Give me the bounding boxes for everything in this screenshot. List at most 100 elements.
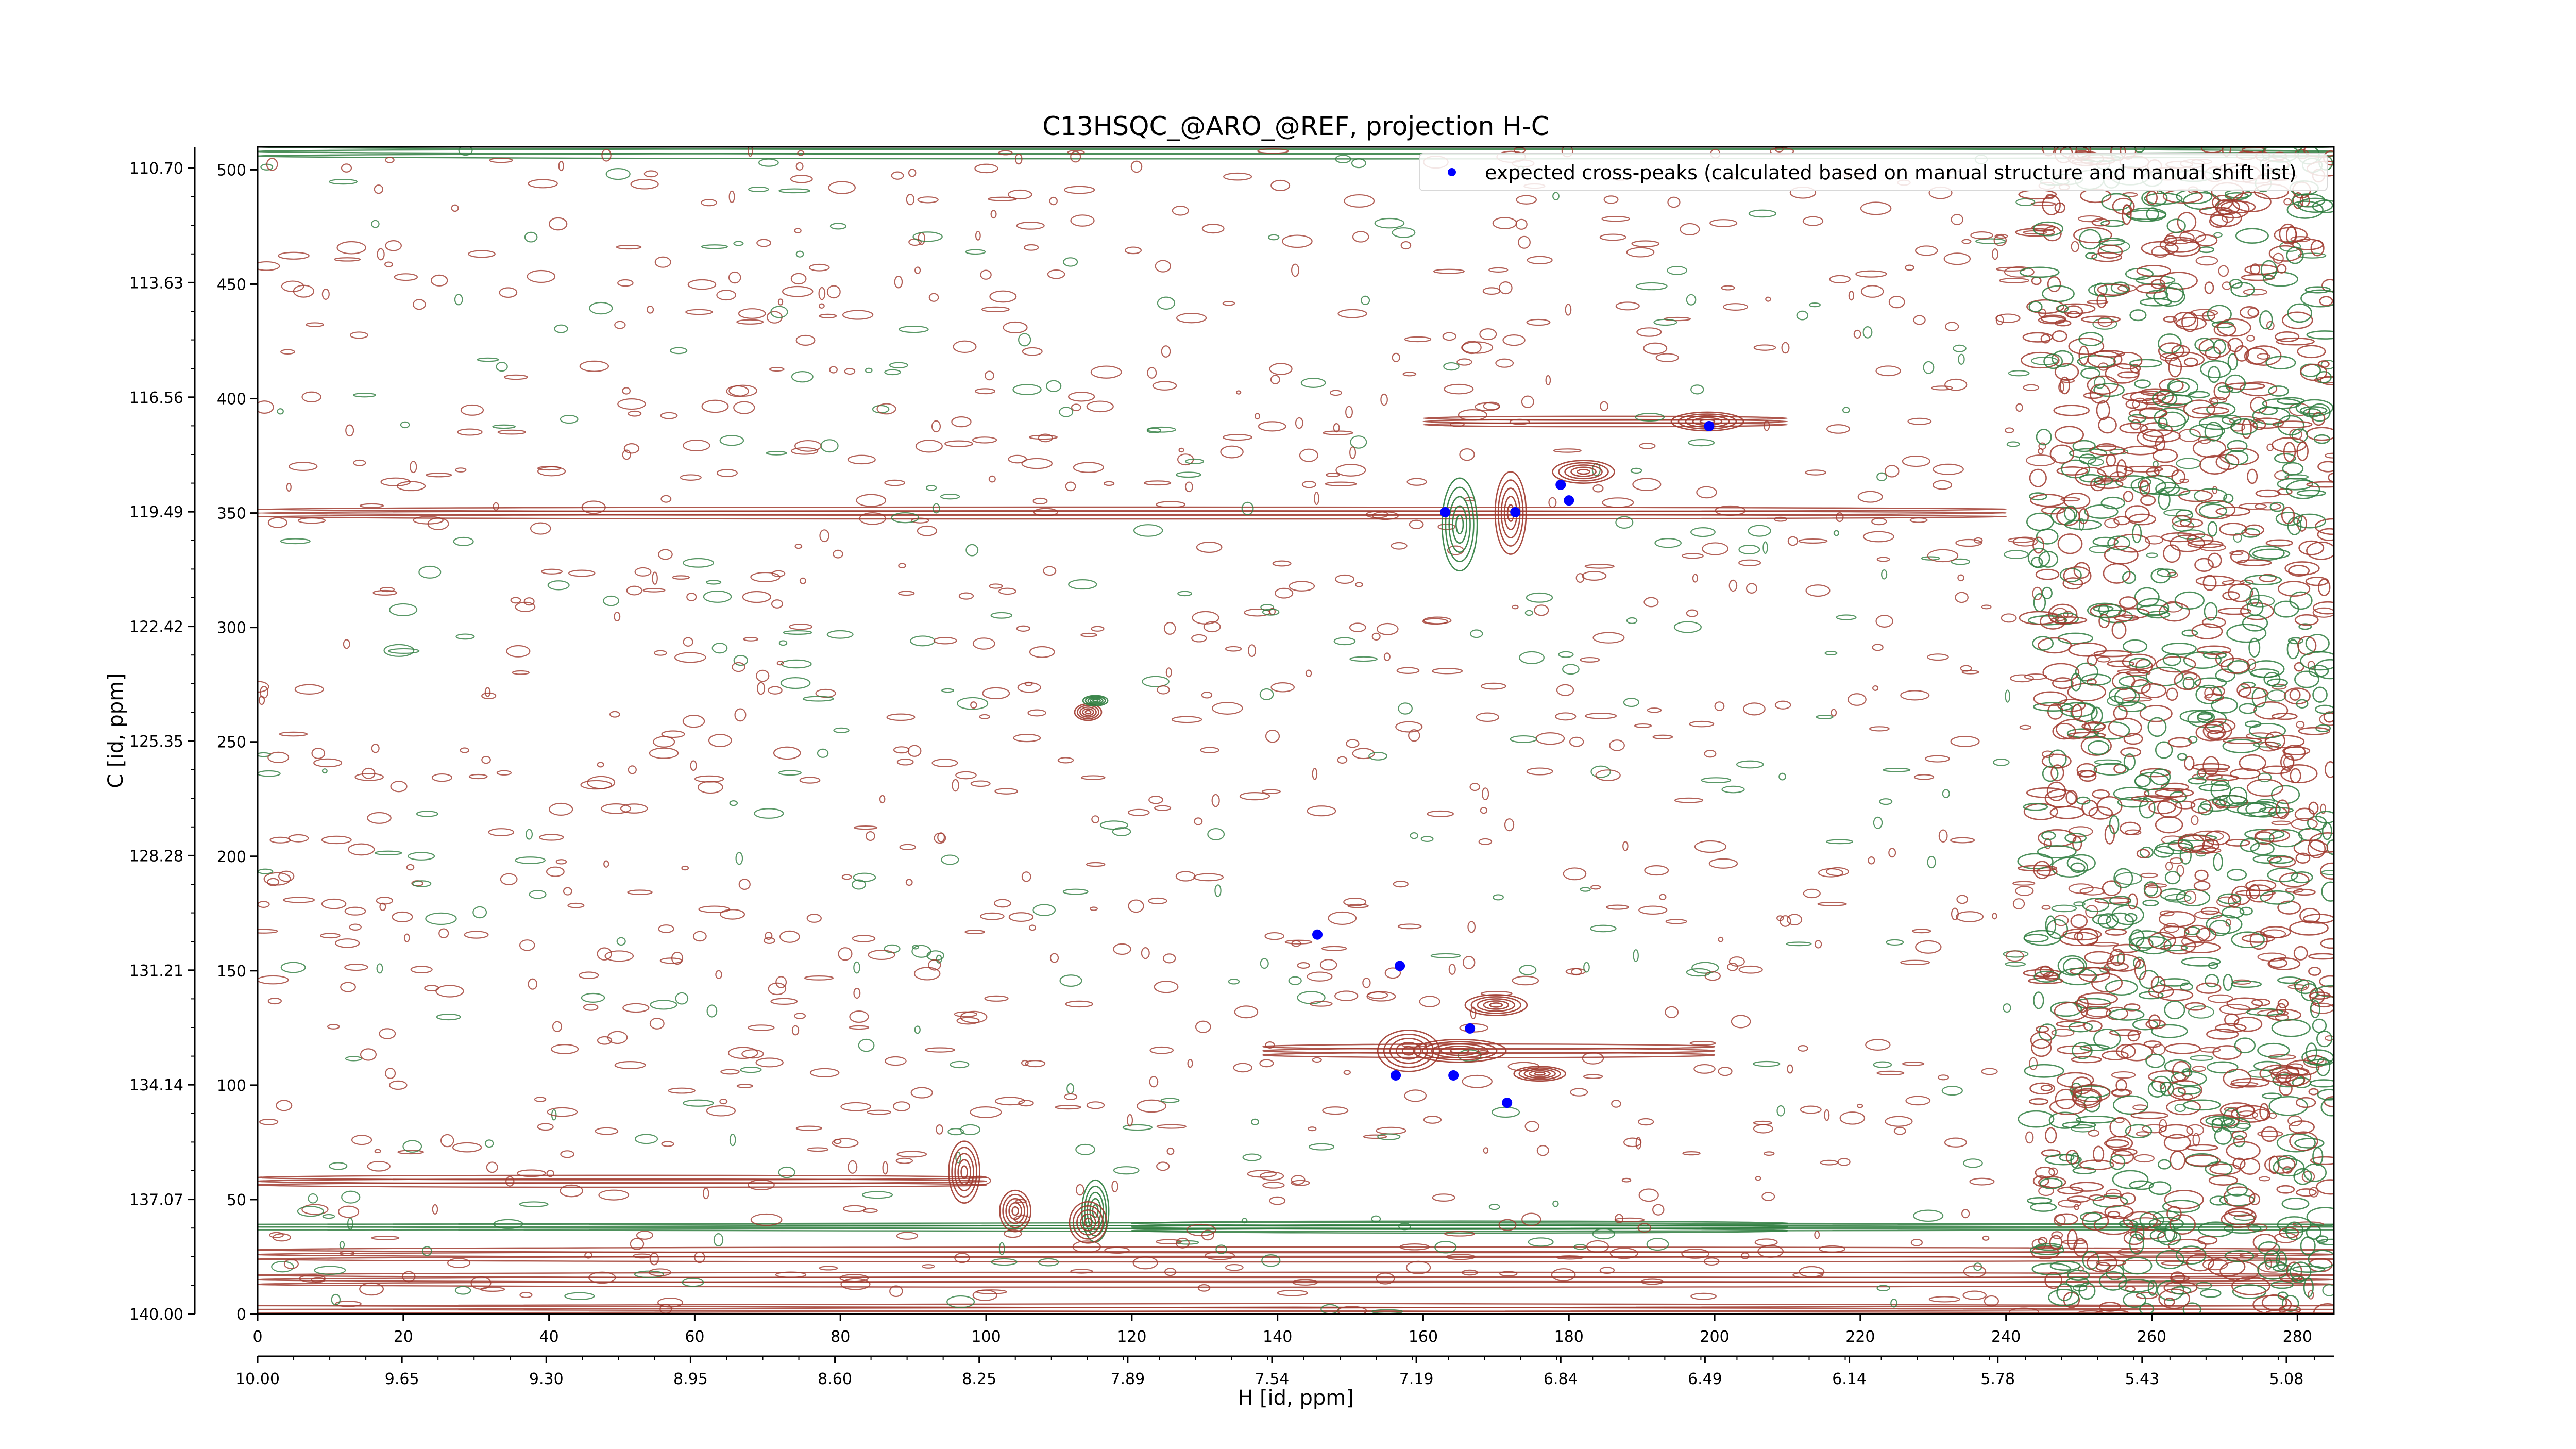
noise-contour xyxy=(1258,421,1286,432)
noise-contour xyxy=(1704,750,1717,758)
solvent-contour xyxy=(2125,1124,2153,1139)
noise-contour xyxy=(2004,550,2029,559)
solvent-contour xyxy=(2148,1217,2184,1231)
solvent-contour xyxy=(2228,1208,2253,1217)
noise-contour xyxy=(1623,698,1639,707)
noise-contour xyxy=(914,266,921,274)
noise-contour xyxy=(579,971,599,979)
solvent-contour xyxy=(2251,998,2270,1006)
solvent-contour xyxy=(2198,783,2230,792)
solvent-contour xyxy=(2093,1215,2134,1235)
solvent-contour xyxy=(2026,299,2065,314)
noise-contour xyxy=(853,872,876,882)
noise-contour xyxy=(1345,406,1353,418)
solvent-contour xyxy=(2149,1228,2178,1243)
solvent-contour xyxy=(2197,803,2213,816)
solvent-contour xyxy=(2033,702,2073,712)
solvent-contour xyxy=(2319,296,2333,307)
noise-contour xyxy=(1818,868,1843,878)
noise-contour xyxy=(1470,629,1483,638)
noise-contour xyxy=(1958,353,1965,365)
noise-contour xyxy=(1819,1245,1846,1253)
solvent-contour xyxy=(2107,660,2135,667)
noise-contour xyxy=(1639,443,1656,449)
solvent-contour xyxy=(2306,481,2334,488)
noise-contour xyxy=(911,517,929,524)
noise-contour xyxy=(547,1107,578,1117)
solvent-contour xyxy=(2096,400,2110,420)
solvent-contour xyxy=(2078,453,2097,464)
solvent-contour xyxy=(2144,192,2183,205)
noise-contour xyxy=(1595,769,1621,781)
noise-contour xyxy=(1995,313,2021,323)
noise-contour xyxy=(477,357,499,362)
noise-contour xyxy=(1558,651,1574,658)
solvent-contour xyxy=(2239,306,2260,319)
peak-contour xyxy=(1489,1002,1503,1008)
noise-contour xyxy=(1582,1052,1604,1065)
noise-contour xyxy=(1521,1212,1541,1226)
noise-contour xyxy=(1665,919,1687,924)
solvent-contour xyxy=(2296,490,2326,497)
noise-contour xyxy=(1480,682,1506,690)
noise-contour xyxy=(1272,560,1292,567)
solvent-contour xyxy=(2101,193,2132,211)
solvent-contour xyxy=(2119,1219,2138,1228)
solvent-contour xyxy=(2258,1241,2280,1255)
solvent-contour xyxy=(2056,1020,2086,1027)
solvent-contour xyxy=(2181,629,2198,637)
noise-contour xyxy=(2038,448,2044,454)
noise-contour xyxy=(778,640,788,646)
legend-marker xyxy=(1448,168,1456,176)
solvent-contour xyxy=(2070,914,2088,929)
noise-contour xyxy=(1915,245,1938,256)
solvent-contour xyxy=(2246,345,2282,366)
solvent-contour xyxy=(2123,1211,2158,1230)
noise-contour xyxy=(779,930,800,943)
noise-contour xyxy=(1927,549,1959,563)
noise-contour xyxy=(480,1287,505,1292)
noise-contour xyxy=(367,1160,391,1172)
noise-contour xyxy=(1981,604,1992,610)
noise-contour xyxy=(1721,785,1745,794)
noise-contour xyxy=(1876,1285,1890,1291)
noise-contour xyxy=(2257,1009,2289,1017)
noise-contour xyxy=(492,424,516,429)
noise-contour xyxy=(1876,472,1887,482)
noise-contour xyxy=(782,285,814,297)
solvent-contour xyxy=(2312,601,2334,615)
chart-title: C13HSQC_@ARO_@REF, projection H-C xyxy=(1042,111,1549,141)
noise-contour xyxy=(1902,455,1930,467)
legend-label: expected cross-peaks (calculated based o… xyxy=(1485,161,2297,184)
noise-contour xyxy=(1652,1204,1665,1216)
solvent-contour xyxy=(2139,1303,2154,1314)
noise-contour xyxy=(791,371,814,383)
noise-contour xyxy=(1718,936,1724,942)
solvent-contour xyxy=(2270,1280,2294,1289)
noise-contour xyxy=(808,263,830,272)
solvent-contour xyxy=(2094,350,2125,358)
solvent-contour xyxy=(2164,870,2181,885)
solvent-contour xyxy=(2195,234,2218,247)
noise-contour xyxy=(795,1125,822,1131)
solvent-contour xyxy=(2062,957,2085,975)
solvent-contour xyxy=(2047,703,2063,720)
noise-contour xyxy=(1910,1239,1923,1246)
solvent-contour xyxy=(2299,406,2328,415)
contour-streak xyxy=(1131,1224,1788,1230)
noise-contour xyxy=(1259,1059,1274,1068)
noise-contour xyxy=(974,163,998,174)
noise-contour xyxy=(1524,610,1533,616)
noise-contour xyxy=(1548,497,1557,508)
solvent-contour xyxy=(2023,934,2049,943)
noise-contour xyxy=(1335,155,1351,164)
solvent-contour xyxy=(2073,1238,2088,1257)
noise-contour xyxy=(2104,518,2120,529)
solvent-contour xyxy=(2250,842,2275,855)
solvent-contour xyxy=(2240,1158,2261,1175)
noise-contour xyxy=(791,1025,800,1036)
noise-contour xyxy=(849,1025,870,1030)
noise-contour xyxy=(1480,991,1513,997)
noise-contour xyxy=(1641,1278,1664,1285)
solvent-contour xyxy=(2154,788,2194,798)
